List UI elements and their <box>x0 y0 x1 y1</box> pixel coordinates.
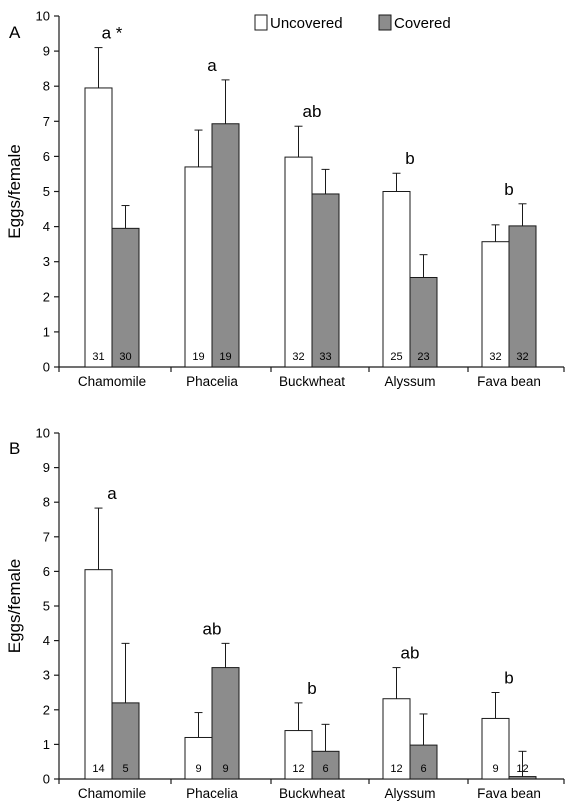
sample-size-label: 31 <box>92 351 104 363</box>
y-tick-label: 10 <box>36 426 50 441</box>
significance-letter: b <box>405 149 414 168</box>
legend-swatch-covered <box>378 14 392 31</box>
bar-uncovered-alyssum <box>382 191 411 368</box>
bar-uncovered-buckwheat <box>284 156 313 368</box>
sample-size-label: 9 <box>195 763 201 775</box>
sample-size-label: 12 <box>292 763 304 775</box>
y-tick-label: 4 <box>43 219 50 234</box>
sample-size-label: 32 <box>516 351 528 363</box>
significance-letter: b <box>504 669 513 688</box>
x-category-label: Buckwheat <box>279 374 345 389</box>
sample-size-label: 9 <box>222 763 228 775</box>
bar-covered-alyssum <box>409 276 438 368</box>
sample-size-label: 9 <box>492 763 498 775</box>
y-tick-label: 6 <box>43 564 50 579</box>
bar-covered-chamomile <box>111 227 140 368</box>
sample-size-label: 23 <box>417 351 429 363</box>
sample-size-label: 19 <box>192 351 204 363</box>
y-tick-label: 2 <box>43 289 50 304</box>
y-tick-label: 4 <box>43 633 50 648</box>
y-tick-label: 7 <box>43 529 50 544</box>
y-tick-label: 6 <box>43 149 50 164</box>
sample-size-label: 19 <box>219 351 231 363</box>
sample-size-label: 32 <box>292 351 304 363</box>
significance-letter: a <box>207 56 217 75</box>
significance-letter: ab <box>303 102 322 121</box>
y-tick-label: 0 <box>43 772 50 787</box>
y-tick-label: 8 <box>43 79 50 94</box>
y-tick-label: 9 <box>43 44 50 59</box>
significance-letter: b <box>307 679 316 698</box>
sample-size-label: 30 <box>119 351 131 363</box>
x-category-label: Phacelia <box>186 786 238 801</box>
significance-letter: a <box>107 484 117 503</box>
legend: Uncovered Covered <box>254 14 451 32</box>
legend-label-covered: Covered <box>394 15 451 32</box>
y-tick-label: 3 <box>43 668 50 683</box>
sample-size-label: 6 <box>420 763 426 775</box>
bar-covered-fava-bean <box>508 225 537 368</box>
bar-uncovered-chamomile <box>84 569 113 780</box>
panel-letter: A <box>9 23 21 42</box>
x-category-label: Chamomile <box>78 374 146 389</box>
y-axis-label: Eggs/female <box>5 559 24 654</box>
y-tick-label: 2 <box>43 702 50 717</box>
x-category-label: Fava bean <box>477 374 541 389</box>
y-tick-label: 3 <box>43 254 50 269</box>
x-category-label: Phacelia <box>186 374 238 389</box>
x-category-label: Alyssum <box>384 374 435 389</box>
bar-covered-buckwheat <box>311 193 340 368</box>
sample-size-label: 12 <box>390 763 402 775</box>
bar-covered-alyssum <box>409 744 438 780</box>
sample-size-label: 5 <box>122 763 128 775</box>
panel-letter: B <box>9 439 20 458</box>
significance-letter: b <box>504 180 513 199</box>
y-tick-label: 7 <box>43 114 50 129</box>
sample-size-label: 12 <box>516 763 528 775</box>
y-tick-label: 1 <box>43 324 50 339</box>
x-category-label: Alyssum <box>384 786 435 801</box>
bar-uncovered-alyssum <box>382 698 411 780</box>
y-tick-label: 5 <box>43 184 50 199</box>
bar-covered-phacelia <box>211 123 240 368</box>
x-category-label: Buckwheat <box>279 786 345 801</box>
y-tick-label: 10 <box>36 9 50 24</box>
bar-covered-fava-bean <box>508 776 537 780</box>
bar-uncovered-fava-bean <box>481 717 510 780</box>
y-tick-label: 1 <box>43 737 50 752</box>
x-category-label: Chamomile <box>78 786 146 801</box>
bar-uncovered-phacelia <box>184 166 213 368</box>
sample-size-label: 25 <box>390 351 402 363</box>
sample-size-label: 32 <box>489 351 501 363</box>
significance-letter: ab <box>203 619 222 638</box>
x-category-label: Fava bean <box>477 786 541 801</box>
legend-swatch-uncovered <box>254 14 268 31</box>
sample-size-label: 33 <box>319 351 331 363</box>
bar-uncovered-buckwheat <box>284 730 313 780</box>
y-tick-label: 5 <box>43 599 50 614</box>
sample-size-label: 6 <box>322 763 328 775</box>
significance-letter: ab <box>401 644 420 663</box>
legend-label-uncovered: Uncovered <box>270 15 343 32</box>
y-axis-label: Eggs/female <box>5 144 24 239</box>
y-tick-label: 0 <box>43 360 50 375</box>
bar-covered-phacelia <box>211 667 240 780</box>
bar-uncovered-chamomile <box>84 87 113 368</box>
sample-size-label: 14 <box>92 763 104 775</box>
y-tick-label: 9 <box>43 460 50 475</box>
bar-uncovered-fava-bean <box>481 241 510 368</box>
y-tick-label: 8 <box>43 495 50 510</box>
significance-letter: a * <box>102 24 123 43</box>
